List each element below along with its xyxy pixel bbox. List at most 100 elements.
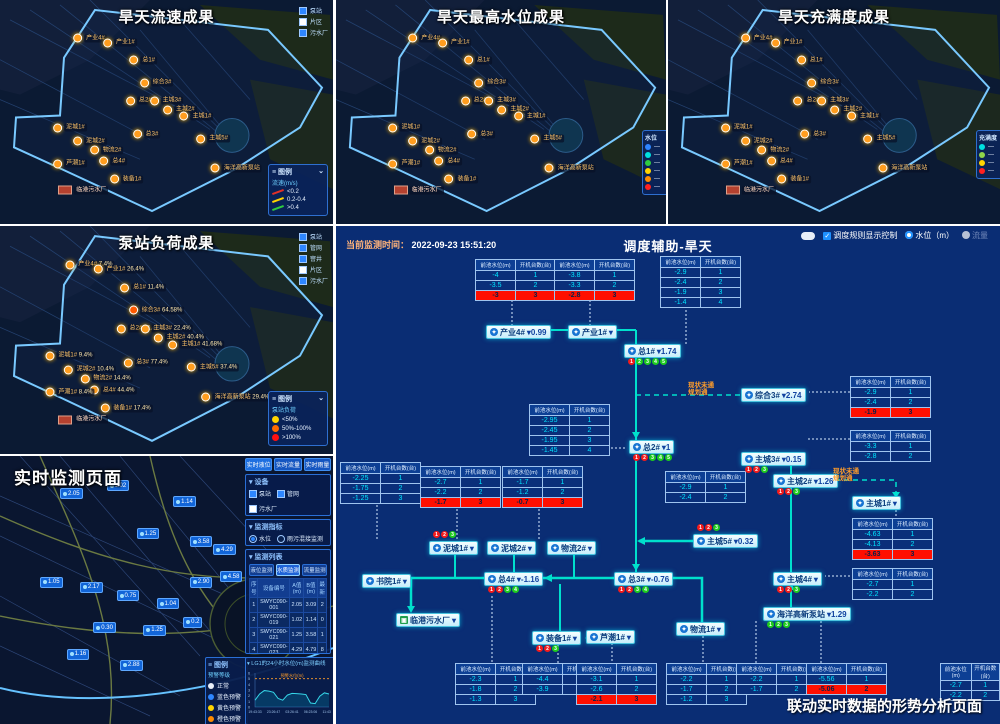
station-marker[interactable]: 总1# — [464, 55, 492, 65]
node-综合3#[interactable]: ✦ 综合3# ▾2.74 — [741, 388, 806, 402]
node-总4#[interactable]: ✦ 总4# ▾-1.16 — [484, 572, 544, 586]
node-主城4#[interactable]: ✦ 主城4# ▾ — [773, 572, 822, 586]
station-marker[interactable]: 泥城2# — [740, 136, 775, 146]
station-marker[interactable]: 泥城1# — [53, 123, 87, 133]
collapse-icon[interactable]: ⌄ — [318, 395, 324, 402]
device-option-泵站[interactable]: 泵站 — [249, 489, 271, 498]
node-芦潮1#[interactable]: ✦ 芦潮1# ▾ — [586, 630, 635, 644]
station-marker[interactable]: 主城3# — [817, 96, 851, 106]
station-marker[interactable]: 泥城2# 10.4% — [63, 365, 117, 375]
monitor-value-chip[interactable]: 1.14 — [173, 496, 196, 508]
station-marker[interactable]: 主城2# — [497, 105, 532, 115]
node-总2#[interactable]: ✦ 总2# ▾1 — [629, 440, 675, 454]
node-海洋高新泵站[interactable]: ✦ 海洋高新泵站 ▾1.29 — [763, 607, 851, 621]
station-marker[interactable]: 总3# 77.4% — [123, 358, 170, 368]
treatment-plant-marker[interactable]: 临港污水厂 — [58, 185, 109, 195]
station-marker[interactable]: 主城1# — [847, 111, 881, 121]
station-marker[interactable]: 产业1# — [103, 38, 137, 48]
device-option-污水厂[interactable]: 污水厂 — [249, 504, 277, 513]
station-marker[interactable]: 产业1# 26.4% — [93, 264, 147, 274]
treatment-plant-marker[interactable]: 临港污水厂 — [725, 185, 777, 195]
node-泥城2#[interactable]: ✦ 泥城2# ▾ — [487, 541, 536, 555]
station-marker[interactable]: 主城5# — [530, 134, 565, 144]
station-marker[interactable]: 综合3# — [474, 78, 508, 88]
layer-toggle-污水厂[interactable]: 污水厂 — [298, 28, 328, 37]
monitor-value-chip[interactable]: 1.04 — [156, 598, 180, 610]
station-marker[interactable]: 物流2# 14.4% — [80, 374, 133, 384]
station-marker[interactable]: 总4# — [767, 156, 795, 166]
station-marker[interactable]: 产业1# — [770, 38, 805, 48]
station-marker[interactable]: 装备1# 17.4% — [100, 403, 153, 413]
node-物流1#[interactable]: ✦ 物流1# ▾ — [676, 622, 725, 636]
station-marker[interactable]: 海洋高新泵站 29.4% — [201, 392, 272, 402]
node-产业1#[interactable]: ✦ 产业1# ▾ — [568, 325, 617, 339]
layer-toggle-片区[interactable]: 片区 — [298, 17, 328, 26]
station-marker[interactable]: 主城2# — [162, 105, 197, 115]
station-marker[interactable]: 主城2# 40.4% — [153, 333, 206, 343]
station-marker[interactable]: 主城5# 37.4% — [186, 362, 240, 372]
toolbar-button-2[interactable]: 实时流量 — [274, 458, 302, 471]
station-marker[interactable]: 主城3# 22.4% — [140, 324, 193, 334]
layer-toggle-片区[interactable]: 片区 — [298, 265, 328, 274]
station-marker[interactable]: 主城1# — [179, 111, 214, 121]
station-marker[interactable]: 总4# 44.4% — [90, 385, 137, 395]
monitor-value-chip[interactable]: 4.29 — [213, 544, 236, 556]
station-marker[interactable]: 总4# — [434, 156, 463, 166]
layer-toggle-泵站[interactable]: 泵站 — [298, 232, 328, 241]
node-主城3#[interactable]: ✦ 主城3# ▾0.15 — [741, 452, 806, 466]
station-marker[interactable]: 物流2# — [89, 145, 124, 155]
treatment-plant-marker[interactable]: 临港污水厂 — [393, 185, 444, 195]
station-marker[interactable]: 芦潮1# — [388, 159, 423, 169]
station-marker[interactable]: 海洋高新泵站 — [544, 163, 596, 173]
flow-radio[interactable]: 流量 — [962, 230, 988, 241]
station-marker[interactable]: 装备1# — [777, 174, 811, 184]
station-marker[interactable]: 主城1# 41.68% — [168, 340, 225, 350]
layer-toggle-管网[interactable]: 管网 — [298, 243, 328, 252]
station-marker[interactable]: 装备1# — [109, 174, 144, 184]
station-marker[interactable]: 总3# — [800, 129, 828, 139]
station-marker[interactable]: 产业4# — [408, 33, 442, 43]
monitor-value-chip[interactable]: 1.16 — [66, 648, 90, 660]
node-物流2#[interactable]: ✦ 物流2# ▾ — [547, 541, 596, 555]
node-装备1#[interactable]: ✦ 装备1# ▾ — [532, 631, 581, 645]
station-marker[interactable]: 物流2# — [757, 145, 792, 155]
station-marker[interactable]: 芦潮1# — [53, 159, 87, 169]
station-marker[interactable]: 综合3# — [807, 78, 841, 88]
node-书院1#[interactable]: ✦ 书院1# ▾ — [362, 574, 411, 588]
monitor-value-chip[interactable]: 2.17 — [79, 581, 103, 593]
station-marker[interactable]: 产业1# — [437, 38, 472, 48]
station-marker[interactable]: 主城5# — [196, 134, 230, 144]
station-marker[interactable]: 主城3# — [484, 96, 518, 106]
station-marker[interactable]: 泥城2# — [408, 136, 442, 146]
monitor-value-chip[interactable]: 2.88 — [119, 659, 143, 671]
station-marker[interactable]: 总1# 11.4% — [120, 283, 167, 293]
water-level-radio[interactable]: 水位（m） — [905, 230, 954, 241]
node-主城2#[interactable]: ✦ 主城2# ▾1.26 — [773, 474, 838, 488]
station-marker[interactable]: 芦潮1# — [720, 159, 755, 169]
station-marker[interactable]: 物流2# — [424, 145, 459, 155]
monitor-value-chip[interactable]: 1.25 — [143, 624, 166, 636]
node-总1#[interactable]: ✦ 总1# ▾1.74 — [624, 344, 681, 358]
station-marker[interactable]: 海洋高新泵站 — [210, 163, 262, 173]
monitor-value-chip[interactable]: 1.02 — [106, 480, 130, 492]
monitor-value-chip[interactable]: 2.05 — [59, 488, 83, 500]
station-marker[interactable]: 产业4# 7.4% — [65, 260, 115, 270]
station-marker[interactable]: 装备1# — [444, 174, 479, 184]
indicator-option-雨污混接监测[interactable]: 雨污混接监测 — [277, 534, 323, 543]
list-tab-3[interactable]: 流量监测 — [302, 564, 328, 576]
device-option-管网[interactable]: 管网 — [277, 489, 299, 498]
station-marker[interactable]: 综合3# 64.58% — [128, 305, 185, 315]
station-marker[interactable]: 产业4# — [740, 33, 775, 43]
station-marker[interactable]: 总4# — [99, 156, 128, 166]
station-marker[interactable]: 海洋高新泵站 — [878, 163, 930, 173]
rule-display-checkbox[interactable]: ✓ 调度规则显示控制 — [823, 230, 897, 241]
monitor-value-chip[interactable]: 2.90 — [189, 576, 213, 588]
station-marker[interactable]: 主城2# — [830, 105, 865, 115]
station-marker[interactable]: 总2# — [793, 96, 822, 106]
station-marker[interactable]: 泥城1# — [720, 123, 755, 133]
station-marker[interactable]: 产业4# — [73, 33, 107, 43]
layer-toggle-泵站[interactable]: 泵站 — [298, 6, 328, 15]
station-marker[interactable]: 总3# — [467, 129, 496, 139]
station-marker[interactable]: 泥城2# — [73, 136, 107, 146]
station-marker[interactable]: 总2# — [460, 96, 489, 106]
